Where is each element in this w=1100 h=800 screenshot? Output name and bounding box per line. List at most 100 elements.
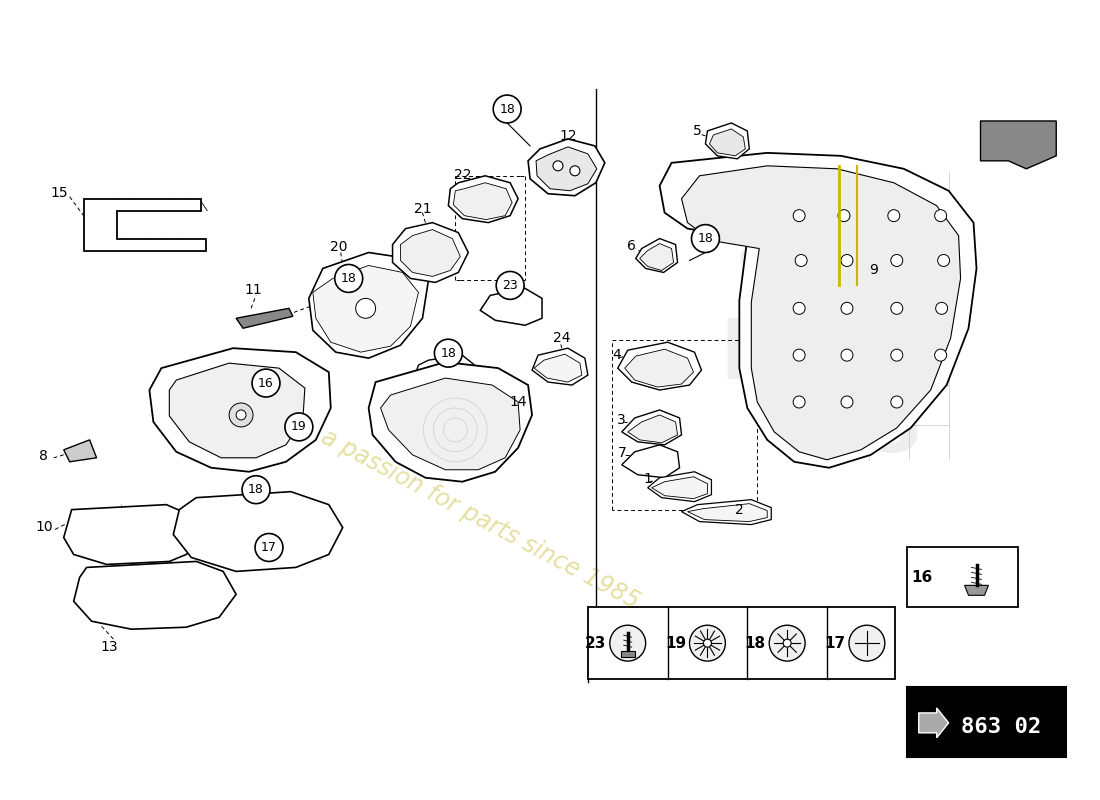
- Polygon shape: [74, 562, 236, 630]
- Circle shape: [891, 349, 903, 361]
- Polygon shape: [393, 222, 469, 282]
- Text: 21: 21: [414, 202, 431, 216]
- Circle shape: [842, 396, 852, 408]
- Polygon shape: [169, 363, 305, 458]
- Bar: [906, 687, 1066, 757]
- Polygon shape: [381, 378, 520, 470]
- Polygon shape: [648, 472, 712, 502]
- Polygon shape: [682, 166, 960, 460]
- Polygon shape: [449, 176, 518, 222]
- Text: 10: 10: [35, 519, 53, 534]
- Text: 18: 18: [341, 272, 356, 285]
- Text: 9: 9: [869, 263, 878, 278]
- Circle shape: [793, 349, 805, 361]
- Polygon shape: [640, 243, 673, 270]
- Polygon shape: [536, 147, 597, 190]
- Text: 1: 1: [644, 472, 652, 486]
- Circle shape: [553, 161, 563, 170]
- Circle shape: [888, 210, 900, 222]
- Text: 16: 16: [911, 570, 933, 585]
- Polygon shape: [651, 477, 707, 498]
- Circle shape: [692, 225, 719, 253]
- Polygon shape: [368, 362, 532, 482]
- Circle shape: [334, 265, 363, 292]
- Polygon shape: [412, 355, 478, 398]
- Polygon shape: [150, 348, 331, 472]
- Circle shape: [891, 302, 903, 314]
- Circle shape: [793, 302, 805, 314]
- Text: 13: 13: [101, 640, 119, 654]
- Circle shape: [935, 210, 947, 222]
- Circle shape: [838, 210, 850, 222]
- Text: 863 02: 863 02: [961, 717, 1042, 737]
- Polygon shape: [309, 253, 428, 358]
- Circle shape: [242, 476, 270, 504]
- Text: 7: 7: [617, 446, 626, 460]
- Polygon shape: [918, 708, 948, 738]
- Text: 12: 12: [559, 129, 576, 143]
- Text: 14: 14: [509, 395, 527, 409]
- Polygon shape: [618, 342, 702, 390]
- Polygon shape: [710, 129, 746, 156]
- Text: 18: 18: [249, 483, 264, 496]
- Text: 18: 18: [440, 346, 456, 360]
- Text: 11: 11: [244, 283, 262, 298]
- Text: 2: 2: [735, 502, 744, 517]
- Circle shape: [891, 396, 903, 408]
- Polygon shape: [453, 182, 513, 220]
- Text: 18: 18: [697, 232, 714, 245]
- Circle shape: [496, 271, 524, 299]
- Circle shape: [285, 413, 312, 441]
- Circle shape: [793, 396, 805, 408]
- Polygon shape: [621, 410, 682, 445]
- Circle shape: [434, 339, 462, 367]
- Polygon shape: [620, 651, 635, 657]
- Circle shape: [493, 95, 521, 123]
- Circle shape: [690, 626, 725, 661]
- Circle shape: [609, 626, 646, 661]
- Text: auto
parts
  85: auto parts 85: [719, 211, 958, 470]
- Text: 3: 3: [617, 413, 626, 427]
- Polygon shape: [174, 492, 343, 571]
- Polygon shape: [528, 139, 605, 196]
- Polygon shape: [980, 121, 1056, 169]
- Circle shape: [891, 254, 903, 266]
- Circle shape: [842, 349, 852, 361]
- Bar: [587, 607, 894, 679]
- Circle shape: [252, 369, 279, 397]
- Circle shape: [793, 210, 805, 222]
- Text: 18: 18: [499, 102, 515, 115]
- Polygon shape: [636, 238, 678, 273]
- Polygon shape: [84, 198, 206, 250]
- Bar: [906, 547, 1019, 607]
- Circle shape: [849, 626, 884, 661]
- Polygon shape: [481, 288, 542, 326]
- Text: a passion for parts since 1985: a passion for parts since 1985: [317, 426, 644, 614]
- Text: 22: 22: [453, 168, 471, 182]
- Circle shape: [842, 254, 852, 266]
- Polygon shape: [625, 349, 693, 387]
- Polygon shape: [660, 153, 977, 468]
- Polygon shape: [688, 504, 767, 522]
- Circle shape: [842, 302, 852, 314]
- Polygon shape: [621, 445, 680, 478]
- Circle shape: [255, 534, 283, 562]
- Text: 20: 20: [330, 239, 348, 254]
- Circle shape: [570, 166, 580, 176]
- Polygon shape: [64, 505, 204, 565]
- Text: 16: 16: [258, 377, 274, 390]
- Polygon shape: [535, 354, 582, 382]
- Polygon shape: [236, 308, 293, 328]
- Polygon shape: [532, 348, 587, 385]
- Circle shape: [936, 302, 947, 314]
- Text: 8: 8: [40, 449, 48, 463]
- Text: 24: 24: [553, 331, 571, 346]
- Text: 23: 23: [503, 279, 518, 292]
- Circle shape: [795, 254, 807, 266]
- Circle shape: [783, 639, 791, 647]
- Polygon shape: [682, 500, 771, 525]
- Text: 6: 6: [627, 238, 636, 253]
- Circle shape: [236, 410, 246, 420]
- Text: 19: 19: [666, 636, 686, 650]
- Polygon shape: [965, 586, 989, 595]
